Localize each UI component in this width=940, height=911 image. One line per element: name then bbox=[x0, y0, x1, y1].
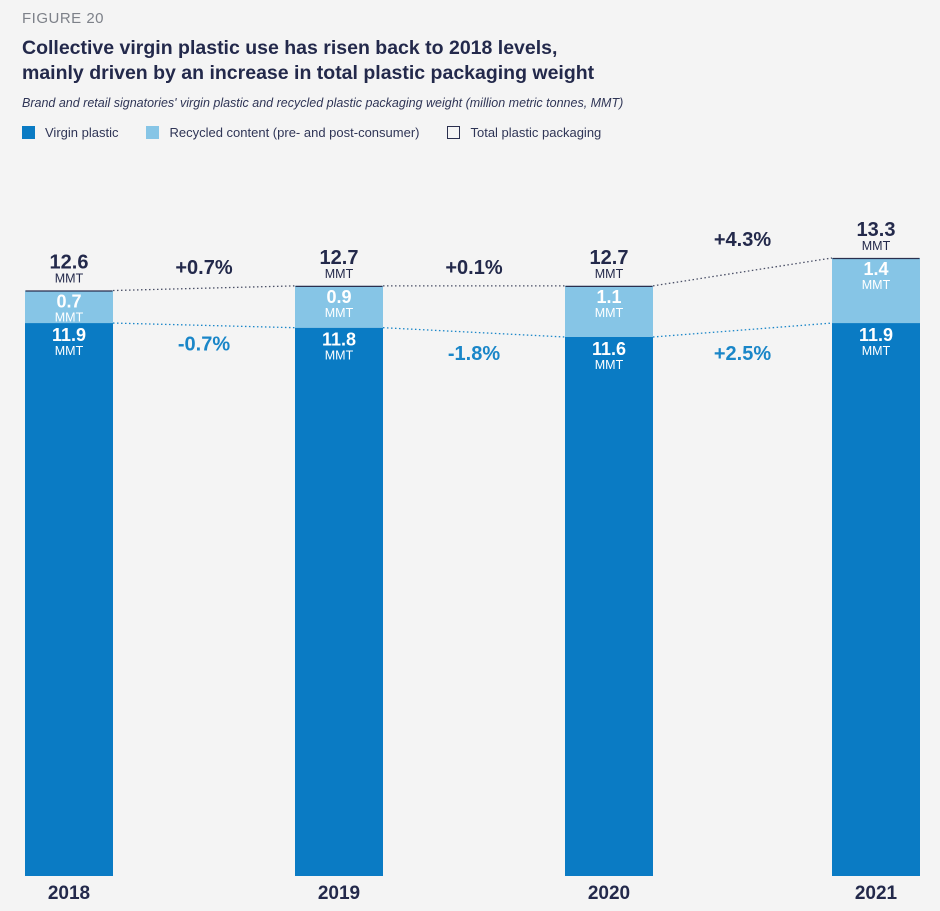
total-value-label-2020: 12.7 bbox=[590, 247, 629, 269]
x-tick-label-2021: 2021 bbox=[855, 883, 898, 904]
recycled-unit-label-2018: MMT bbox=[55, 311, 84, 325]
recycled-unit-label-2021: MMT bbox=[862, 278, 891, 292]
figure-label: FIGURE 20 bbox=[22, 10, 105, 27]
bar-recycled-2020 bbox=[565, 285, 653, 337]
virgin-trend-line-1 bbox=[382, 327, 566, 338]
bar-recycled-2019 bbox=[295, 285, 383, 328]
bar-virgin-2020 bbox=[565, 336, 653, 876]
recycled-value-label-2021: 1.4 bbox=[863, 259, 888, 279]
legend-swatch-total bbox=[447, 125, 461, 139]
total-trend-line-0 bbox=[112, 285, 296, 292]
chart-subtitle: Brand and retail signatories' virgin pla… bbox=[22, 96, 624, 110]
legend-swatch-recycled bbox=[146, 125, 160, 139]
virgin-trend-line-2 bbox=[652, 322, 833, 338]
x-tick-label-2019: 2019 bbox=[318, 883, 360, 904]
legend-label-virgin: Virgin plastic bbox=[45, 124, 119, 140]
x-tick-label-2020: 2020 bbox=[588, 883, 630, 904]
recycled-unit-label-2019: MMT bbox=[325, 306, 354, 320]
total-unit-label-2018: MMT bbox=[55, 272, 84, 286]
total-change-label-0: +0.7% bbox=[175, 257, 232, 279]
total-unit-label-2021: MMT bbox=[862, 239, 891, 253]
virgin-unit-label-2018: MMT bbox=[55, 344, 84, 358]
chart-title-line-2: mainly driven by an increase in total pl… bbox=[22, 62, 595, 84]
bar-recycled-2021 bbox=[832, 258, 920, 324]
legend-item-virgin: Virgin plastic bbox=[22, 125, 118, 140]
total-change-label-1: +0.1% bbox=[445, 257, 502, 279]
legend-label-total: Total plastic packaging bbox=[470, 124, 602, 140]
bar-virgin-2019 bbox=[295, 327, 383, 877]
recycled-value-label-2019: 0.9 bbox=[326, 287, 351, 307]
virgin-change-label-2: +2.5% bbox=[714, 343, 771, 365]
virgin-value-label-2021: 11.9 bbox=[859, 325, 893, 345]
total-value-label-2021: 13.3 bbox=[857, 219, 896, 241]
chart-title-line-1: Collective virgin plastic use has risen … bbox=[22, 37, 558, 59]
legend: Virgin plastic Recycled content (pre- an… bbox=[22, 123, 629, 141]
total-unit-label-2019: MMT bbox=[325, 267, 354, 281]
virgin-change-label-0: -0.7% bbox=[178, 334, 230, 356]
bar-virgin-2018 bbox=[25, 323, 113, 877]
legend-item-total: Total plastic packaging bbox=[447, 125, 601, 140]
bar-virgin-2021 bbox=[832, 323, 920, 877]
virgin-value-label-2020: 11.6 bbox=[592, 339, 626, 359]
virgin-unit-label-2020: MMT bbox=[595, 358, 624, 372]
legend-swatch-virgin bbox=[22, 125, 35, 139]
legend-item-recycled: Recycled content (pre- and post-consumer… bbox=[146, 125, 419, 140]
recycled-unit-label-2020: MMT bbox=[595, 306, 624, 320]
virgin-value-label-2018: 11.9 bbox=[52, 325, 86, 345]
total-value-label-2018: 12.6 bbox=[50, 252, 89, 274]
virgin-value-label-2019: 11.8 bbox=[322, 330, 356, 350]
virgin-unit-label-2021: MMT bbox=[862, 344, 891, 358]
total-trend-line-2 bbox=[652, 257, 833, 287]
total-value-label-2019: 12.7 bbox=[320, 247, 359, 269]
recycled-value-label-2020: 1.1 bbox=[596, 287, 621, 307]
virgin-change-label-1: -1.8% bbox=[448, 343, 500, 365]
virgin-unit-label-2019: MMT bbox=[325, 349, 354, 363]
total-change-label-2: +4.3% bbox=[714, 229, 771, 251]
chart-title: Collective virgin plastic use has risen … bbox=[22, 36, 902, 86]
bar-recycled-2018 bbox=[25, 290, 113, 324]
virgin-trend-line-0 bbox=[112, 322, 296, 329]
legend-label-recycled: Recycled content (pre- and post-consumer… bbox=[169, 124, 420, 140]
x-tick-label-2018: 2018 bbox=[48, 883, 90, 904]
recycled-value-label-2018: 0.7 bbox=[56, 292, 81, 312]
total-unit-label-2020: MMT bbox=[595, 267, 624, 281]
